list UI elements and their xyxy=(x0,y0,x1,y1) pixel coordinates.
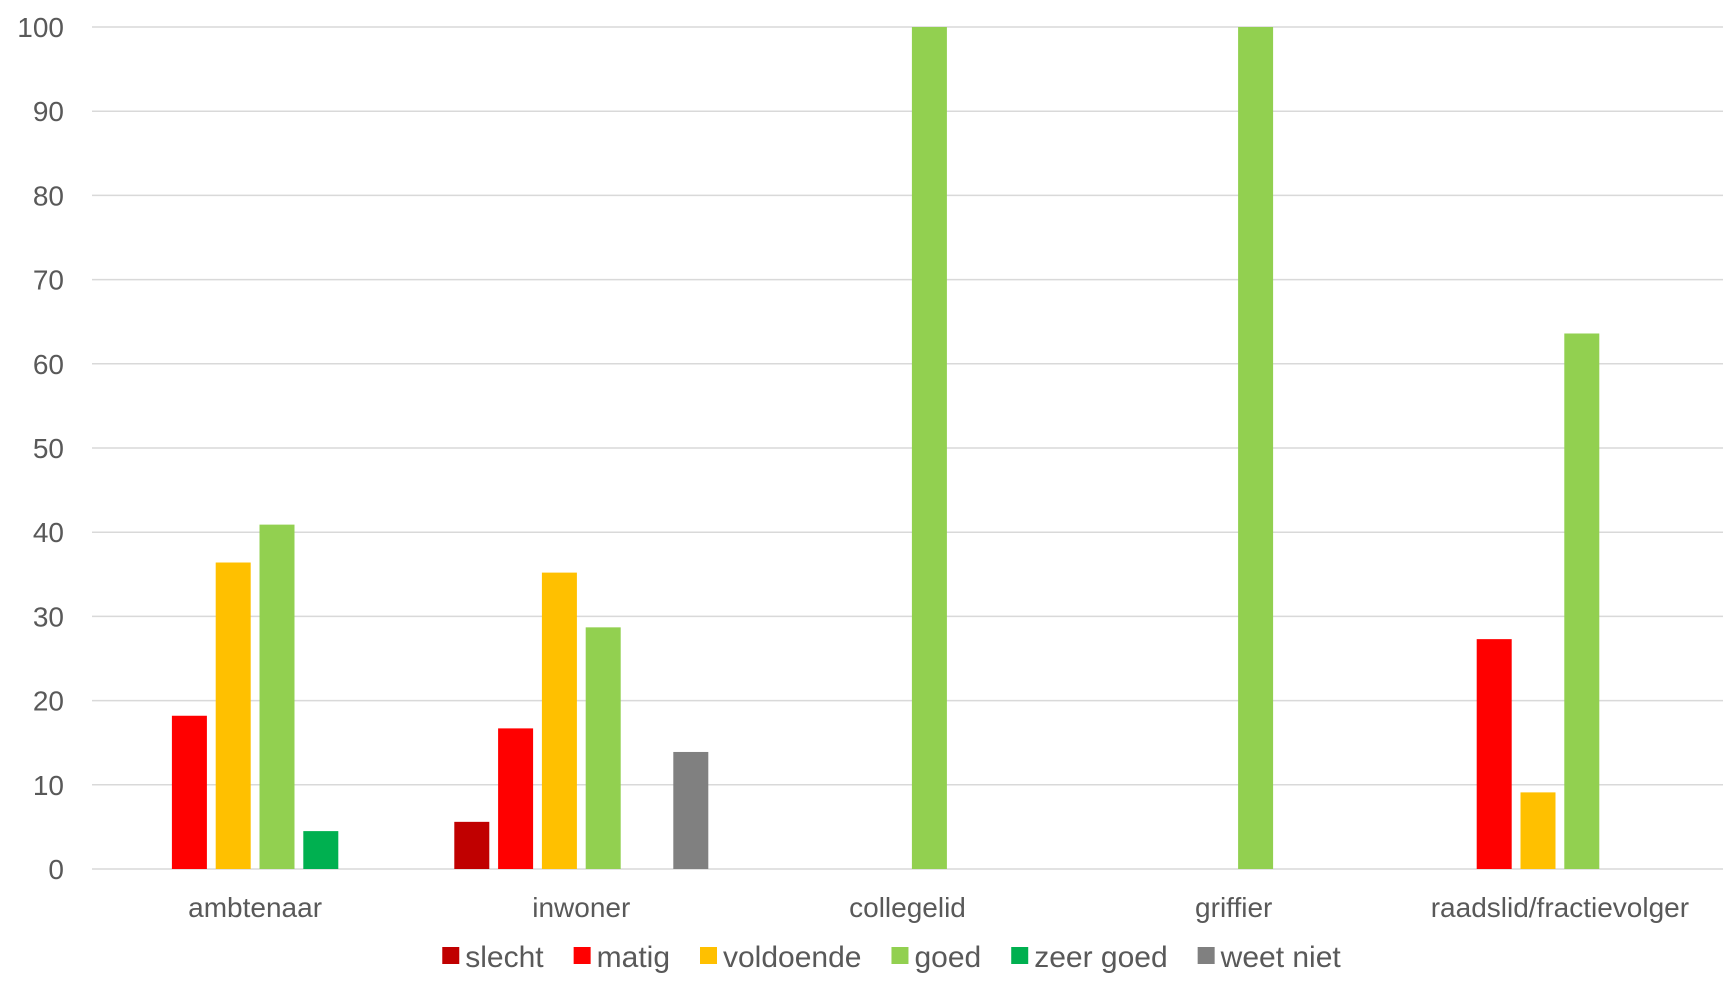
gridlines xyxy=(92,26,1723,870)
legend-label: matig xyxy=(597,941,670,974)
x-tick-label: raadslid/fractievolger xyxy=(1431,892,1689,923)
y-tick-label: 90 xyxy=(33,96,64,127)
y-tick-label: 100 xyxy=(17,12,64,43)
x-tick-label: collegelid xyxy=(849,892,966,923)
y-tick-label: 60 xyxy=(33,349,64,380)
legend-label: weet niet xyxy=(1220,941,1342,974)
x-tick-label: ambtenaar xyxy=(188,892,322,923)
bar-goed-0 xyxy=(259,524,295,869)
y-tick-label: 50 xyxy=(33,433,64,464)
bar-voldoende-0 xyxy=(215,562,251,869)
legend-label: zeer goed xyxy=(1034,941,1167,974)
bar-goed-4 xyxy=(1564,333,1600,869)
bar-goed-2 xyxy=(911,27,947,869)
bar-slecht-1 xyxy=(454,821,490,869)
y-tick-label: 70 xyxy=(33,265,64,296)
y-axis-ticks: 0 10 20 30 40 50 60 70 80 90 100 xyxy=(17,12,64,885)
y-tick-label: 10 xyxy=(33,770,64,801)
legend-label: slecht xyxy=(465,941,544,974)
x-tick-label: inwoner xyxy=(532,892,630,923)
bar-matig-0 xyxy=(171,715,207,869)
legend-label: goed xyxy=(914,941,981,974)
bar-goed-1 xyxy=(585,627,621,869)
y-tick-label: 80 xyxy=(33,180,64,211)
x-axis-ticks: ambtenaar inwoner collegelid griffier raadsl… xyxy=(188,892,1689,923)
bar-weet-niet-1 xyxy=(673,751,709,869)
y-tick-label: 0 xyxy=(48,854,64,885)
legend-swatch-voldoende xyxy=(700,947,717,964)
bar-zeer-goed-0 xyxy=(303,831,339,869)
bar-goed-3 xyxy=(1238,27,1274,869)
y-tick-label: 30 xyxy=(33,601,64,632)
y-tick-label: 40 xyxy=(33,517,64,548)
legend-swatch-matig xyxy=(573,947,591,964)
legend: slecht matig voldoende goed zeer goed weet ni… xyxy=(442,941,1341,974)
x-tick-label: griffier xyxy=(1195,892,1272,923)
bar-voldoende-1 xyxy=(541,572,577,869)
legend-swatch-slecht xyxy=(442,947,460,964)
bar-voldoende-4 xyxy=(1520,792,1556,869)
bar-matig-1 xyxy=(498,728,534,869)
legend-swatch-goed xyxy=(891,947,909,964)
y-tick-label: 20 xyxy=(33,686,64,717)
legend-swatch-weet-niet xyxy=(1197,947,1215,964)
bar-matig-4 xyxy=(1476,639,1512,869)
bars xyxy=(171,27,1600,869)
legend-label: voldoende xyxy=(723,941,861,974)
legend-swatch-zeer-goed xyxy=(1011,947,1029,964)
